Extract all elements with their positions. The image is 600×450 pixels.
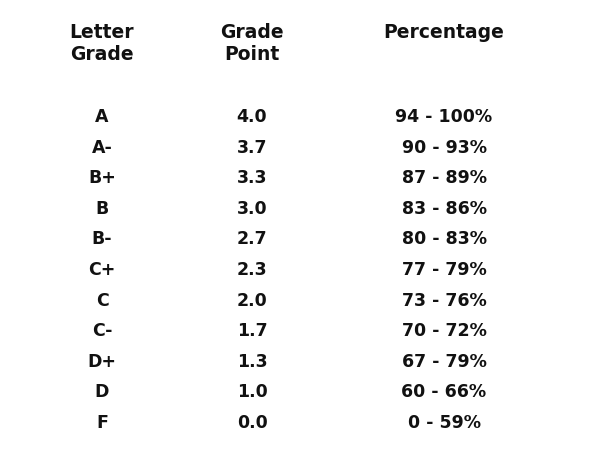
Text: 87 - 89%: 87 - 89% <box>401 169 487 187</box>
Text: 90 - 93%: 90 - 93% <box>401 139 487 157</box>
Text: 1.0: 1.0 <box>236 383 268 401</box>
Text: D+: D+ <box>88 353 116 371</box>
Text: 80 - 83%: 80 - 83% <box>401 230 487 248</box>
Text: C+: C+ <box>88 261 116 279</box>
Text: 0 - 59%: 0 - 59% <box>407 414 481 432</box>
Text: C-: C- <box>92 322 112 340</box>
Text: 1.3: 1.3 <box>236 353 268 371</box>
Text: Letter
Grade: Letter Grade <box>70 22 134 63</box>
Text: 0.0: 0.0 <box>236 414 268 432</box>
Text: B-: B- <box>92 230 112 248</box>
Text: 77 - 79%: 77 - 79% <box>401 261 487 279</box>
Text: A: A <box>95 108 109 126</box>
Text: B: B <box>95 200 109 218</box>
Text: 4.0: 4.0 <box>236 108 268 126</box>
Text: 3.0: 3.0 <box>236 200 268 218</box>
Text: 2.7: 2.7 <box>236 230 268 248</box>
Text: 60 - 66%: 60 - 66% <box>401 383 487 401</box>
Text: A-: A- <box>92 139 112 157</box>
Text: 73 - 76%: 73 - 76% <box>401 292 487 310</box>
Text: 67 - 79%: 67 - 79% <box>401 353 487 371</box>
Text: 3.7: 3.7 <box>237 139 267 157</box>
Text: 3.3: 3.3 <box>237 169 267 187</box>
Text: 2.3: 2.3 <box>236 261 268 279</box>
Text: D: D <box>95 383 109 401</box>
Text: 70 - 72%: 70 - 72% <box>401 322 487 340</box>
Text: Percentage: Percentage <box>383 22 505 41</box>
Text: 83 - 86%: 83 - 86% <box>401 200 487 218</box>
Text: C: C <box>95 292 109 310</box>
Text: F: F <box>96 414 108 432</box>
Text: Grade
Point: Grade Point <box>220 22 284 63</box>
Text: 94 - 100%: 94 - 100% <box>395 108 493 126</box>
Text: 2.0: 2.0 <box>236 292 268 310</box>
Text: 1.7: 1.7 <box>236 322 268 340</box>
Text: B+: B+ <box>88 169 116 187</box>
